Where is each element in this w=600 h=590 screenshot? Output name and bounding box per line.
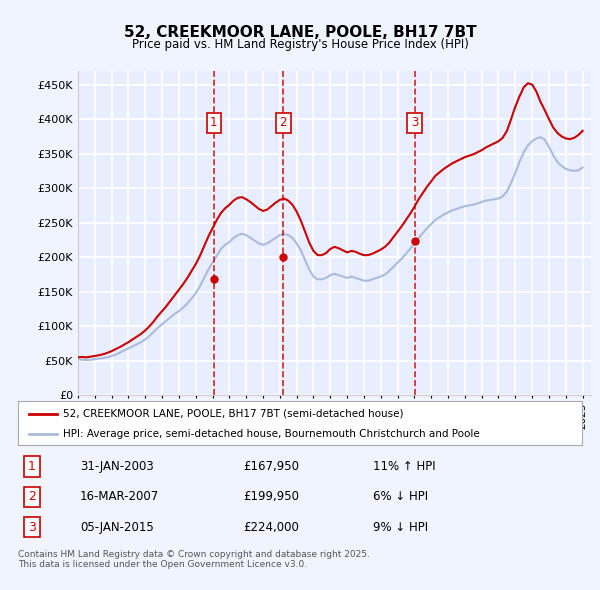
Text: 31-JAN-2003: 31-JAN-2003 xyxy=(80,460,154,473)
Text: Contains HM Land Registry data © Crown copyright and database right 2025.
This d: Contains HM Land Registry data © Crown c… xyxy=(18,550,370,569)
Text: 52, CREEKMOOR LANE, POOLE, BH17 7BT: 52, CREEKMOOR LANE, POOLE, BH17 7BT xyxy=(124,25,476,40)
Text: 3: 3 xyxy=(411,116,418,129)
Text: 6% ↓ HPI: 6% ↓ HPI xyxy=(373,490,428,503)
Text: Price paid vs. HM Land Registry's House Price Index (HPI): Price paid vs. HM Land Registry's House … xyxy=(131,38,469,51)
Text: HPI: Average price, semi-detached house, Bournemouth Christchurch and Poole: HPI: Average price, semi-detached house,… xyxy=(63,430,480,440)
Text: 2: 2 xyxy=(280,116,287,129)
Text: 1: 1 xyxy=(210,116,218,129)
Text: £167,950: £167,950 xyxy=(244,460,299,473)
Text: 52, CREEKMOOR LANE, POOLE, BH17 7BT (semi-detached house): 52, CREEKMOOR LANE, POOLE, BH17 7BT (sem… xyxy=(63,409,404,418)
Text: 2: 2 xyxy=(28,490,36,503)
Text: £224,000: £224,000 xyxy=(244,520,299,533)
Text: 1: 1 xyxy=(28,460,36,473)
Text: 3: 3 xyxy=(28,520,36,533)
Text: £199,950: £199,950 xyxy=(244,490,299,503)
Text: 16-MAR-2007: 16-MAR-2007 xyxy=(80,490,159,503)
Text: 9% ↓ HPI: 9% ↓ HPI xyxy=(373,520,428,533)
Text: 11% ↑ HPI: 11% ↑ HPI xyxy=(373,460,436,473)
Text: 05-JAN-2015: 05-JAN-2015 xyxy=(80,520,154,533)
